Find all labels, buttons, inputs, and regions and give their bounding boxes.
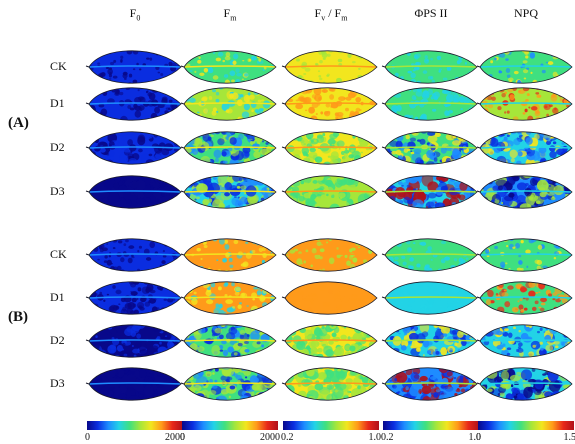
leaf-b-d2-npq xyxy=(476,319,575,363)
leaf-a-d1-f0 xyxy=(85,82,185,126)
leaf-b-d1-fvfm xyxy=(281,276,381,320)
row-label-d2: D2 xyxy=(50,140,65,155)
leaf-a-d3-phi xyxy=(381,170,481,214)
colorbar-min-label: 0 xyxy=(476,432,481,443)
row-label-ck: CK xyxy=(50,247,67,262)
colorbar-npq xyxy=(478,421,574,430)
leaf-b-d3-fm xyxy=(180,362,280,406)
row-label-d2: D2 xyxy=(50,333,65,348)
column-header-f0: F0 xyxy=(90,6,180,22)
column-header-fm: Fm xyxy=(185,6,275,22)
leaf-b-ck-fvfm xyxy=(281,233,381,277)
leaf-b-d3-npq xyxy=(476,362,575,406)
leaf-b-ck-phi xyxy=(381,233,481,277)
leaf-b-d2-fvfm xyxy=(281,319,381,363)
colorbar-f0 xyxy=(87,421,183,430)
leaf-a-d3-fm xyxy=(180,170,280,214)
colorbar-fm xyxy=(182,421,278,430)
panel-label-b: (B) xyxy=(8,309,28,326)
leaf-b-d3-fvfm xyxy=(281,362,381,406)
leaf-a-d1-fvfm xyxy=(281,82,381,126)
column-header-npq: NPQ xyxy=(481,6,571,21)
leaf-b-ck-npq xyxy=(476,233,575,277)
colorbar-min-label: 0.2 xyxy=(381,432,394,443)
leaf-a-d2-fvfm xyxy=(281,126,381,170)
colorbar-max-label: 1.0 xyxy=(369,432,382,443)
row-label-d3: D3 xyxy=(50,184,65,199)
row-label-ck: CK xyxy=(50,59,67,74)
leaf-b-d1-phi xyxy=(381,276,481,320)
leaf-a-d2-npq xyxy=(476,126,575,170)
leaf-a-d3-fvfm xyxy=(281,170,381,214)
leaf-a-d1-npq xyxy=(476,82,575,126)
colorbar-min-label: 0 xyxy=(180,432,185,443)
leaf-a-d2-fm xyxy=(180,126,280,170)
leaf-b-d1-f0 xyxy=(85,276,185,320)
leaf-b-ck-f0 xyxy=(85,233,185,277)
leaf-a-d1-fm xyxy=(180,82,280,126)
colorbar-min-label: 0.2 xyxy=(281,432,294,443)
leaf-b-d3-f0 xyxy=(85,362,185,406)
colorbar-max-label: 1.5 xyxy=(564,432,575,443)
row-label-d1: D1 xyxy=(50,96,65,111)
leaf-b-d2-f0 xyxy=(85,319,185,363)
leaf-a-d3-npq xyxy=(476,170,575,214)
row-label-d3: D3 xyxy=(50,376,65,391)
column-header-phi: ΦPS II xyxy=(386,6,476,21)
leaf-a-d1-phi xyxy=(381,82,481,126)
row-label-d1: D1 xyxy=(50,290,65,305)
leaf-b-d3-phi xyxy=(381,362,481,406)
leaf-b-d1-fm xyxy=(180,276,280,320)
colorbar-fvfm xyxy=(283,421,379,430)
column-header-fvfm: Fv / Fm xyxy=(286,6,376,22)
leaf-b-d1-npq xyxy=(476,276,575,320)
colorbar-max-label: 2000 xyxy=(260,432,280,443)
colorbar-phi xyxy=(383,421,479,430)
leaf-a-d2-f0 xyxy=(85,126,185,170)
leaf-b-ck-fm xyxy=(180,233,280,277)
leaf-a-d3-f0 xyxy=(85,170,185,214)
leaf-b-d2-fm xyxy=(180,319,280,363)
colorbar-min-label: 0 xyxy=(85,432,90,443)
leaf-b-d2-phi xyxy=(381,319,481,363)
panel-label-a: (A) xyxy=(8,115,29,132)
leaf-a-d2-phi xyxy=(381,126,481,170)
